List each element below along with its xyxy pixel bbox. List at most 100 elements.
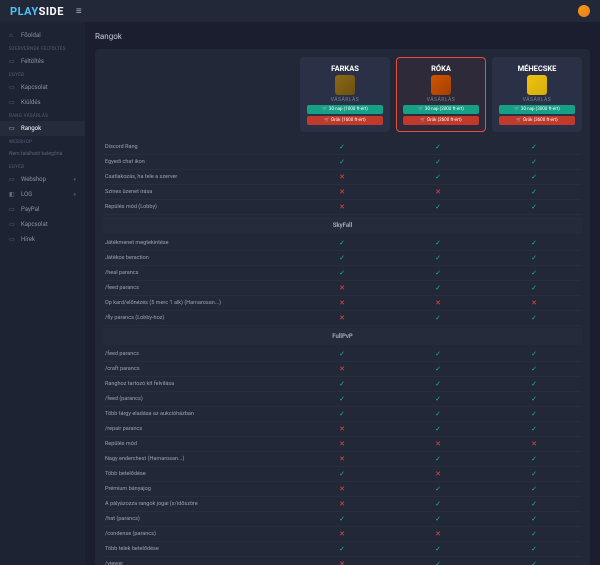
sidebar-section: WEBSHOP (0, 136, 85, 147)
sidebar-item[interactable]: ▭Webshop▾ (0, 172, 85, 187)
rank-name: RÓKA (403, 64, 479, 73)
feature-label: A pályázozza rangok jogai (x/időszöre (103, 501, 294, 507)
feature-value: ✓ (486, 425, 582, 433)
sidebar-item[interactable]: ▭Rangok (0, 121, 85, 136)
sidebar-section: RANG VÁSÁRLÁS (0, 110, 85, 121)
feature-value: ✓ (294, 269, 390, 277)
rank-purchase-label: VÁSÁRLÁS (403, 97, 479, 103)
feature-value: ✓ (486, 173, 582, 181)
sidebar-item-label: Kapcsolat (21, 84, 48, 91)
feature-label: /viewer (103, 561, 294, 565)
feature-value: ✕ (294, 314, 390, 322)
rank-buy-permanent-button[interactable]: 🛒 Örök (1600 ft-ért) (307, 116, 383, 125)
rank-buy-30day-button[interactable]: 🛒 30 nap (3000 ft-ért) (499, 105, 575, 114)
feature-value: ✕ (294, 440, 390, 448)
feature-label: Prémium bányajog (103, 486, 294, 492)
feature-row: Játékos beraction✓✓✓ (103, 251, 582, 266)
avatar[interactable] (578, 5, 590, 17)
feature-label: /feed parancs (103, 351, 294, 357)
feature-value: ✓ (390, 350, 486, 358)
rank-buy-permanent-button[interactable]: 🛒 Örök (2600 ft-ért) (403, 116, 479, 125)
feature-value: ✓ (486, 515, 582, 523)
feature-value: ✓ (486, 158, 582, 166)
menu-toggle-icon[interactable]: ≡ (76, 6, 82, 17)
feature-value: ✓ (486, 314, 582, 322)
sidebar-item[interactable]: ▭Kapcsolat (0, 80, 85, 95)
feature-value: ✓ (486, 188, 582, 196)
feature-label: Játékos beraction (103, 255, 294, 261)
sidebar-item[interactable]: ▭Hírek (0, 232, 85, 247)
feature-value: ✕ (294, 173, 390, 181)
feature-section-header: FullPvP (103, 328, 582, 345)
sidebar-item-label: Feltöltés (21, 58, 44, 65)
feature-label: Nagy enderchest (Hamarosan...) (103, 456, 294, 462)
feature-row: Játékmenet megtekintése✓✓✓ (103, 236, 582, 251)
feature-value: ✓ (390, 455, 486, 463)
sidebar-item-label: LOG (21, 191, 32, 198)
feature-value: ✓ (390, 173, 486, 181)
rank-card: RÓKA VÁSÁRLÁS 🛒 30 nap (2000 ft-ért) 🛒 Ö… (396, 57, 486, 132)
feature-value: ✕ (294, 299, 390, 307)
feature-value: ✓ (486, 269, 582, 277)
sidebar-section: EGYÉB (0, 69, 85, 80)
feature-value: ✓ (390, 560, 486, 565)
feature-value: ✓ (486, 254, 582, 262)
feature-value: ✓ (294, 515, 390, 523)
feature-row: Egyedi chat ikon✓✓✓ (103, 155, 582, 170)
sidebar-item[interactable]: ▭Kapcsolat (0, 217, 85, 232)
feature-label: /condense (parancs) (103, 531, 294, 537)
feature-label: Több betelődése (103, 471, 294, 477)
feature-value: ✓ (294, 470, 390, 478)
feature-value: ✕ (294, 203, 390, 211)
feature-row: Discord Rang✓✓✓ (103, 140, 582, 155)
chevron-down-icon: ▾ (73, 177, 76, 183)
feature-value: ✓ (486, 143, 582, 151)
feature-value: ✓ (294, 395, 390, 403)
feature-value: ✓ (294, 158, 390, 166)
feature-value: ✓ (390, 425, 486, 433)
feature-value: ✕ (294, 560, 390, 565)
rank-purchase-label: VÁSÁRLÁS (307, 97, 383, 103)
feature-value: ✕ (294, 530, 390, 538)
rank-buy-30day-button[interactable]: 🛒 30 nap (2000 ft-ért) (403, 105, 479, 114)
sidebar-item[interactable]: ▭Kiüldés (0, 95, 85, 110)
feature-value: ✓ (486, 284, 582, 292)
feature-row: /fly parancs (Lobby-hoz)✕✓✓ (103, 311, 582, 326)
feature-label: Több telek betelődése (103, 546, 294, 552)
feature-value: ✕ (390, 470, 486, 478)
feature-label: /hat (parancs) (103, 516, 294, 522)
page-title: Rangok (95, 32, 590, 41)
feature-value: ✓ (390, 515, 486, 523)
rank-icon (527, 75, 547, 95)
rank-buy-30day-button[interactable]: 🛒 30 nap (1000 ft-ért) (307, 105, 383, 114)
feature-value: ✓ (390, 395, 486, 403)
sidebar-item[interactable]: ◧LOG▾ (0, 187, 85, 202)
sidebar-item[interactable]: ▭Feltöltés (0, 54, 85, 69)
sidebar-item[interactable]: ▭PayPal (0, 202, 85, 217)
logo: PLAYSIDE (10, 5, 64, 18)
feature-label: Csatlakozás, ha tele a szerver (103, 174, 294, 180)
feature-label: /heal parancs (103, 270, 294, 276)
feature-value: ✓ (486, 500, 582, 508)
feature-row: Nagy enderchest (Hamarosan...)✕✓✓ (103, 452, 582, 467)
feature-label: Discord Rang (103, 144, 294, 150)
feature-row: /viewer✕✓✓ (103, 557, 582, 565)
sidebar-item[interactable]: ⌂Főoldal (0, 28, 85, 43)
feature-row: Több tárgy eladása az aukcióházban✓✓✓ (103, 407, 582, 422)
feature-value: ✓ (294, 239, 390, 247)
feature-label: /fly parancs (Lobby-hoz) (103, 315, 294, 321)
chevron-down-icon: ▾ (73, 192, 76, 198)
feature-label: Több tárgy eladása az aukcióházban (103, 411, 294, 417)
feature-value: ✓ (390, 485, 486, 493)
feature-label: /craft parancs (103, 366, 294, 372)
sidebar-icon: ▭ (9, 206, 16, 213)
feature-row: /heal parancs✓✓✓ (103, 266, 582, 281)
feature-value: ✓ (390, 158, 486, 166)
feature-value: ✓ (294, 143, 390, 151)
feature-value: ✓ (390, 365, 486, 373)
feature-row: Ranghoz tartozó kit felvilása✓✓✓ (103, 377, 582, 392)
rank-buy-permanent-button[interactable]: 🛒 Örök (3600 ft-ért) (499, 116, 575, 125)
feature-value: ✓ (390, 380, 486, 388)
rank-icon (431, 75, 451, 95)
feature-value: ✓ (390, 269, 486, 277)
